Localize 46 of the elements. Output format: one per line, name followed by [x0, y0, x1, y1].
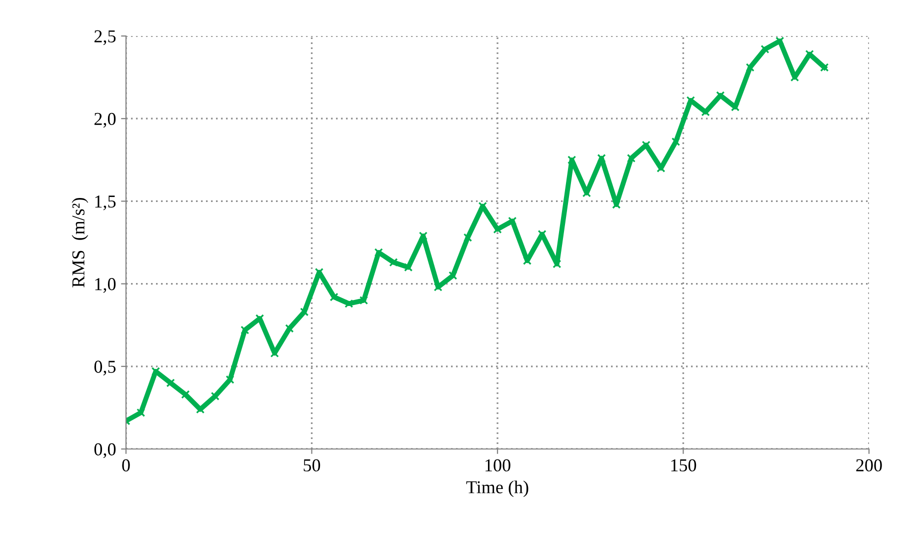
x-tick-label: 100 [486, 459, 510, 472]
point [389, 258, 398, 267]
point [240, 326, 250, 334]
point [330, 292, 338, 302]
point [597, 154, 606, 163]
point [760, 44, 770, 54]
point [136, 408, 146, 417]
x-tick-label: 0 [122, 459, 130, 472]
point [746, 63, 754, 72]
point [776, 36, 784, 46]
y-tick-label: 0,0 [94, 443, 116, 458]
point [626, 154, 636, 163]
y-tick-label: 2,0 [94, 112, 116, 128]
point [448, 271, 458, 280]
point [730, 102, 740, 112]
point [463, 233, 472, 242]
x-axis-title: Time (h) [466, 480, 528, 498]
point [359, 296, 368, 305]
y-tick-label: 1,0 [95, 278, 116, 293]
point [552, 260, 562, 268]
point [508, 216, 517, 226]
point [820, 63, 829, 72]
x-tick-label: 50 [304, 459, 320, 472]
y-tick-label: 0,5 [94, 360, 116, 376]
point [210, 392, 220, 400]
y-tick-label: 1,5 [95, 196, 116, 210]
x-tick-label: 200 [856, 459, 882, 472]
y-axis-title: RMS (m/s²) [72, 198, 88, 288]
point [612, 200, 621, 209]
point [166, 378, 175, 388]
point [672, 137, 680, 146]
y-tick-label: 2,5 [94, 30, 116, 46]
x-tick-label: 150 [671, 459, 696, 472]
point [226, 375, 234, 384]
point [567, 156, 576, 164]
point [434, 282, 442, 292]
point [686, 96, 695, 105]
point [181, 390, 190, 399]
point [418, 232, 428, 240]
point [404, 262, 413, 272]
point [344, 299, 354, 308]
line-series [126, 36, 829, 426]
point [374, 248, 383, 257]
point [300, 308, 309, 316]
point [285, 324, 294, 333]
point [582, 188, 591, 198]
